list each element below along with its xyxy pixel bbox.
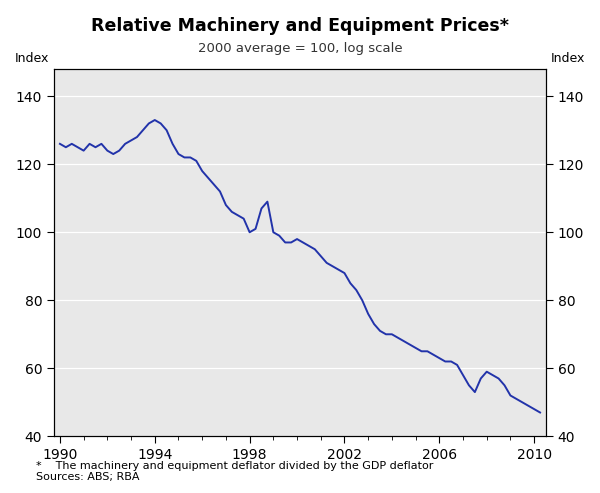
Text: *    The machinery and equipment deflator divided by the GDP deflator
Sources: A: * The machinery and equipment deflator d… (36, 460, 433, 482)
Text: Index: Index (15, 52, 49, 66)
Text: Relative Machinery and Equipment Prices*: Relative Machinery and Equipment Prices* (91, 17, 509, 35)
Text: 2000 average = 100, log scale: 2000 average = 100, log scale (197, 42, 403, 55)
Text: Index: Index (551, 52, 585, 66)
